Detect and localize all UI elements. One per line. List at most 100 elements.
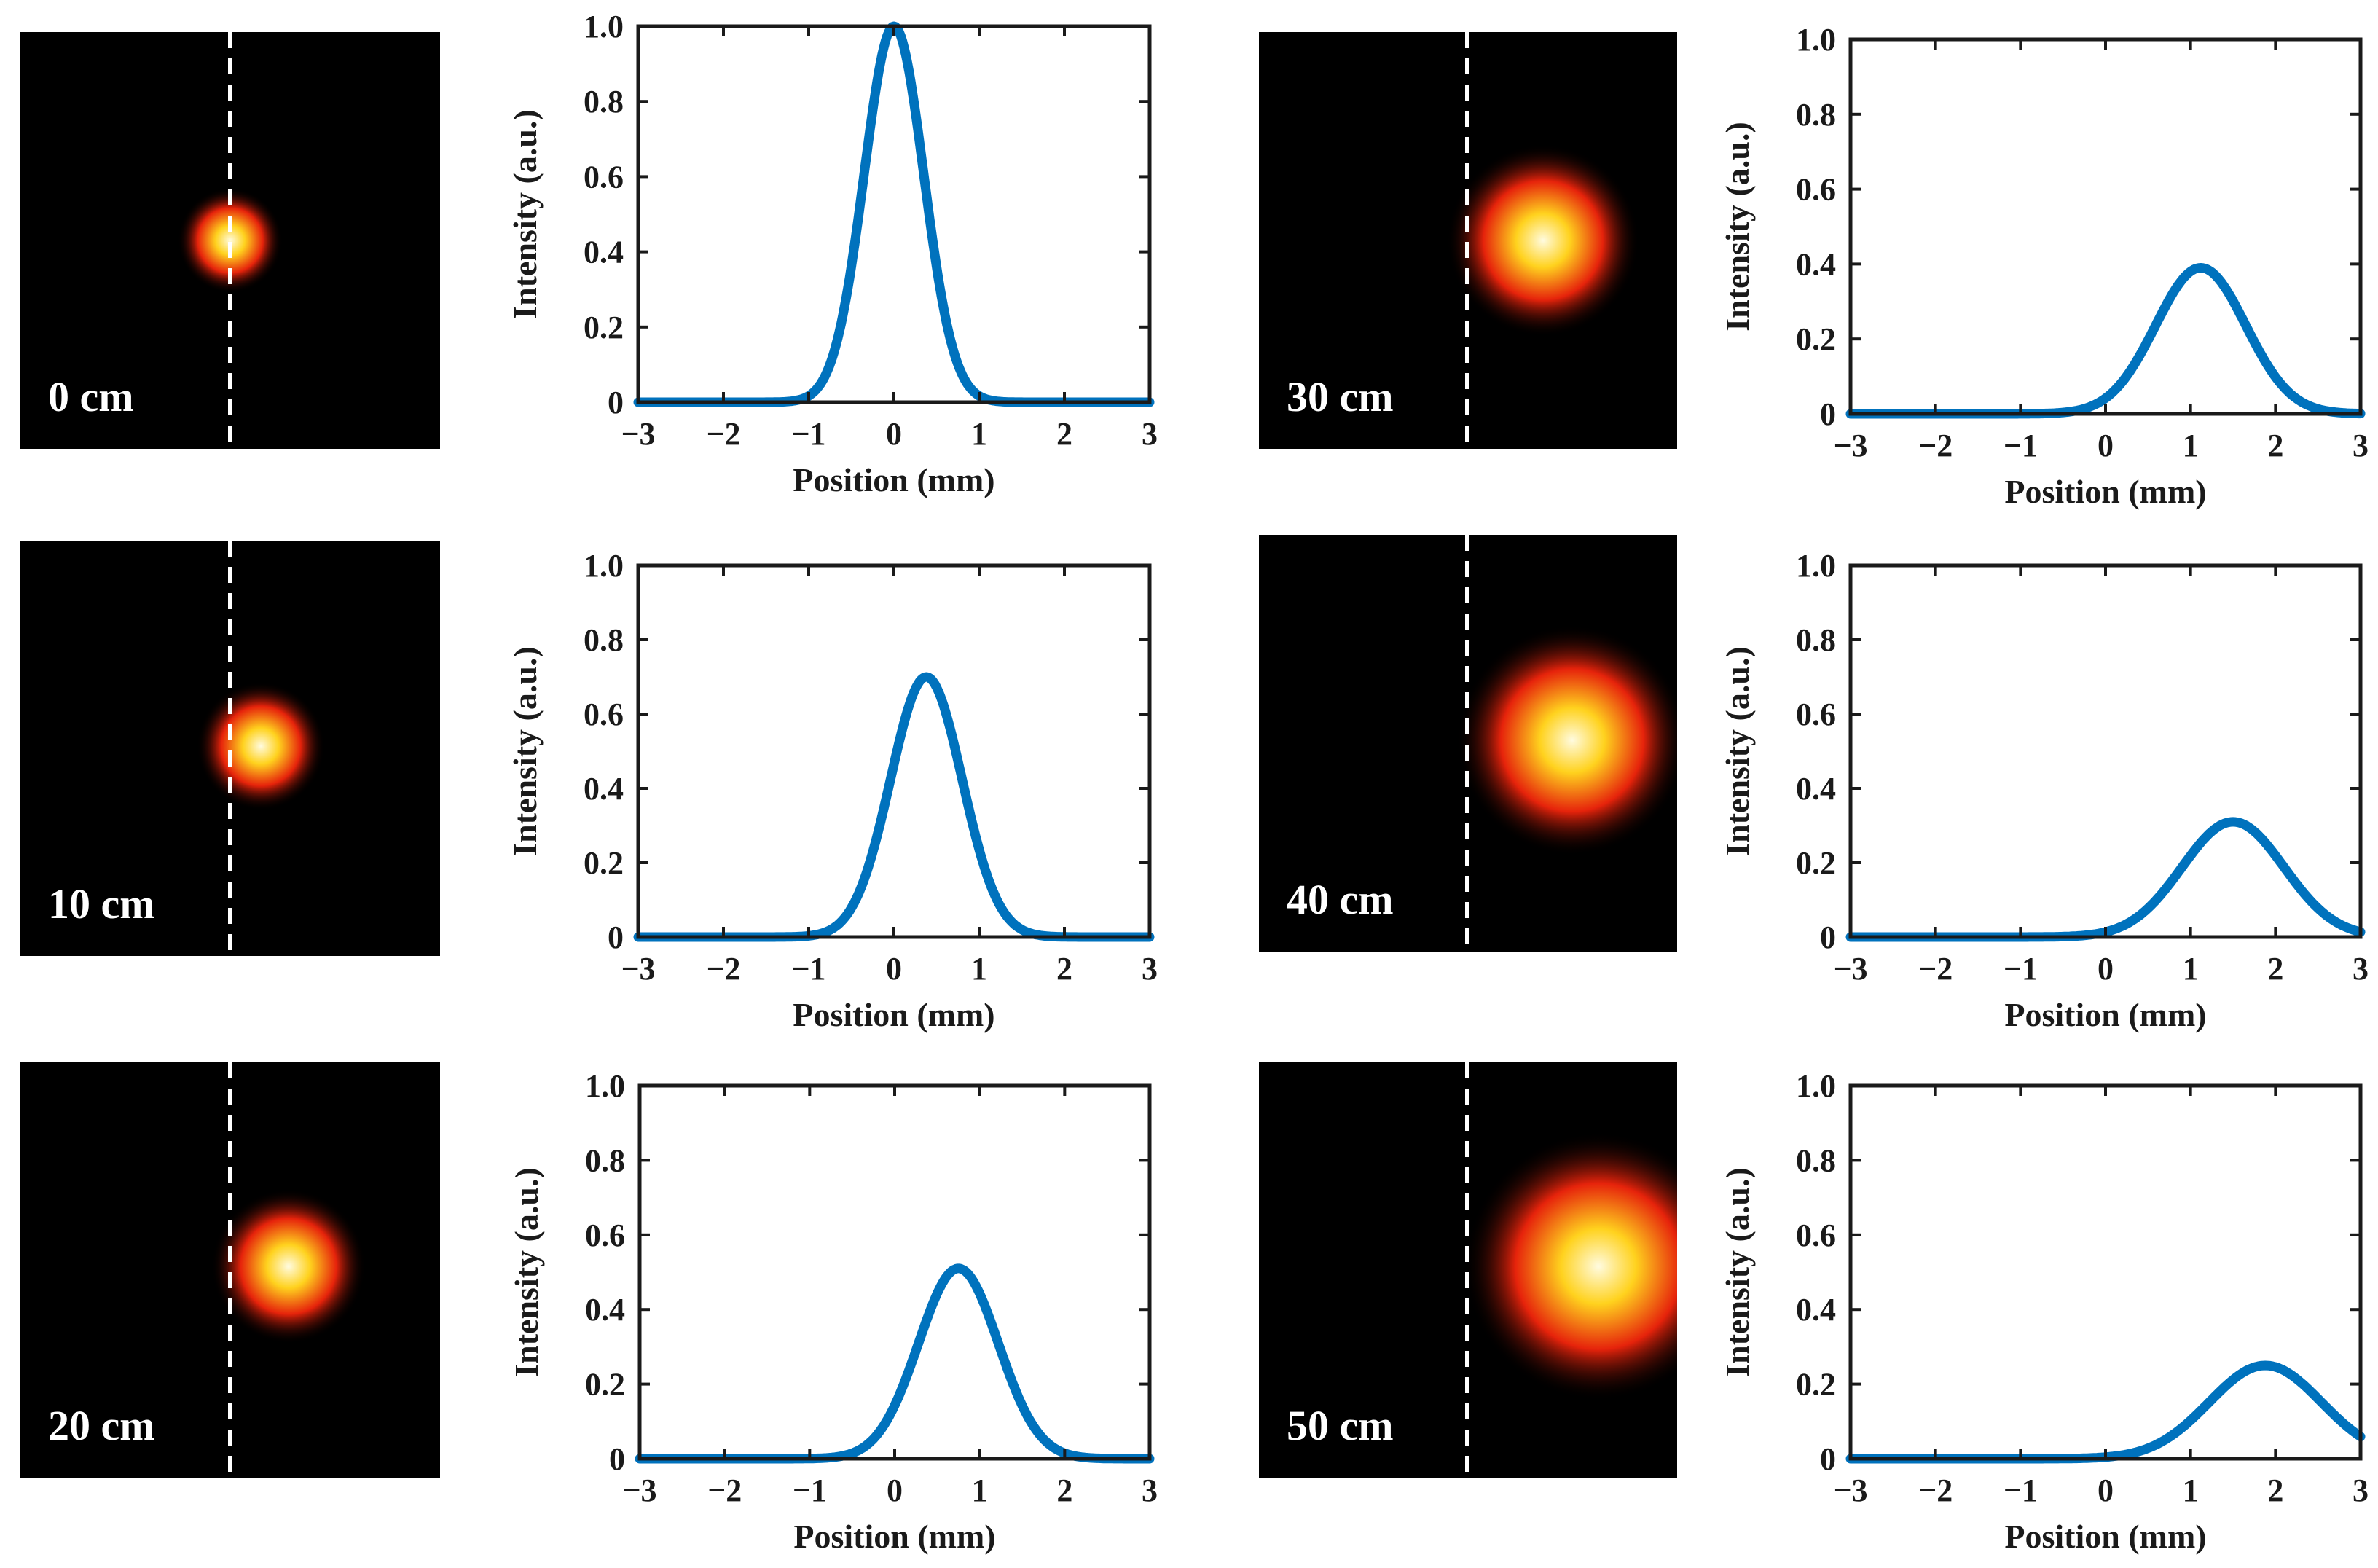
x-tick-label: 3 <box>1142 416 1158 452</box>
x-tick-label: 0 <box>2098 428 2114 463</box>
beam-image-0cm: 0 cm <box>20 32 440 449</box>
y-tick-label: 0 <box>608 920 624 955</box>
y-tick-label: 0.6 <box>1796 172 1836 208</box>
y-tick-label: 0 <box>609 1441 625 1477</box>
x-axis-label: Position (mm) <box>793 1518 995 1555</box>
y-tick-label: 1.0 <box>585 1068 625 1104</box>
intensity-plot-40cm: −3 −2 −1 0 1 2 3 0 0.2 0.4 0.6 0.8 1.0 Position (mm) I… <box>1719 548 2369 1033</box>
y-tick-label: 0.2 <box>1796 321 1836 357</box>
x-tick-label: −3 <box>1833 1473 1867 1508</box>
x-tick-label: −3 <box>1833 428 1867 463</box>
y-tick-label: 0.2 <box>584 310 624 345</box>
beam-image-50cm: 50 cm <box>1259 1062 1677 1478</box>
beam-spot <box>197 682 325 810</box>
intensity-curve <box>633 21 1155 407</box>
distance-label: 0 cm <box>48 373 134 420</box>
x-tick-label: 0 <box>2098 951 2114 987</box>
distance-label: 40 cm <box>1287 876 1394 923</box>
beam-spot <box>178 188 283 293</box>
y-tick-label: 0 <box>1820 1441 1836 1477</box>
x-tick-label: 2 <box>1056 951 1072 987</box>
intensity-plot-50cm: −3 −2 −1 0 1 2 3 0 0.2 0.4 0.6 0.8 1.0 Position (mm) I… <box>1719 1068 2369 1555</box>
y-tick-label: 0.6 <box>1796 1218 1836 1253</box>
plot-frame <box>1848 37 2363 416</box>
x-tick-label: 3 <box>2353 951 2369 987</box>
intensity-plot-20cm: −3 −2 −1 0 1 2 3 0 0.2 0.4 0.6 0.8 1.0 Position (mm) I… <box>508 1068 1158 1555</box>
beam-image-40cm: 40 cm <box>1259 535 1677 952</box>
x-tick-label: −1 <box>791 951 825 987</box>
y-tick-label: 0.4 <box>1796 246 1836 282</box>
y-tick-label: 1.0 <box>584 548 624 584</box>
y-tick-label: 0.8 <box>1796 622 1836 658</box>
distance-label: 10 cm <box>48 880 155 928</box>
y-tick-label: 0 <box>1820 920 1836 955</box>
intensity-plot-0cm: −3 −2 −1 0 1 2 3 0 0.2 0.4 0.6 0.8 1.0 Position (mm) I… <box>506 9 1158 498</box>
beam-spot <box>1464 1132 1677 1400</box>
x-tick-label: 0 <box>886 951 902 987</box>
x-tick-label: 2 <box>1056 416 1072 452</box>
y-tick-label: 0.8 <box>584 84 624 119</box>
intensity-curve <box>1845 1360 2366 1464</box>
y-tick-label: 0.8 <box>1796 1142 1836 1178</box>
x-tick-label: −3 <box>622 1473 656 1508</box>
x-axis-label: Position (mm) <box>2004 996 2206 1033</box>
x-tick-label: −1 <box>2004 1473 2038 1508</box>
beam-image-svg <box>1447 32 1639 449</box>
intensity-curve <box>633 672 1155 942</box>
beam-image-svg <box>1457 535 1677 952</box>
x-tick-label: 1 <box>2183 951 2199 987</box>
y-axis-label: Intensity (a.u.) <box>506 109 544 319</box>
y-tick-label: 0.6 <box>585 1218 625 1253</box>
beam-image-svg <box>1464 1062 1677 1478</box>
beam-image-svg <box>197 541 325 956</box>
x-tick-label: 1 <box>2183 428 2199 463</box>
beam-image-20cm: 20 cm <box>20 1062 440 1478</box>
x-tick-label: 2 <box>2267 951 2283 987</box>
intensity-curve <box>1845 263 2366 419</box>
x-tick-label: −2 <box>706 416 740 452</box>
beam-image-30cm: 30 cm <box>1259 32 1677 449</box>
x-tick-label: −2 <box>706 951 740 987</box>
x-tick-label: 0 <box>887 1473 903 1508</box>
y-tick-label: 0.8 <box>1796 97 1836 133</box>
x-tick-label: 1 <box>972 1473 988 1508</box>
x-tick-label: 0 <box>886 416 902 452</box>
y-tick-label: 0.2 <box>1796 845 1836 881</box>
y-tick-label: 1.0 <box>1796 22 1836 58</box>
y-tick-label: 0.6 <box>584 697 624 732</box>
x-tick-label: 1 <box>971 951 987 987</box>
beam-image-svg <box>178 32 283 449</box>
x-tick-label: 3 <box>2353 428 2369 463</box>
y-axis-label: Intensity (a.u.) <box>508 1167 545 1377</box>
beam-spot <box>211 1189 366 1344</box>
x-tick-label: −3 <box>621 416 655 452</box>
x-tick-label: 0 <box>2098 1473 2114 1508</box>
x-tick-label: 2 <box>2267 1473 2283 1508</box>
y-tick-label: 0.6 <box>584 159 624 195</box>
x-tick-label: −1 <box>791 416 825 452</box>
beam-spot <box>1457 625 1677 855</box>
intensity-curve <box>635 1263 1155 1464</box>
y-tick-label: 0.2 <box>584 845 624 881</box>
beam-image-svg <box>211 1062 366 1478</box>
plot-frame <box>1848 563 2363 939</box>
y-tick-label: 0.4 <box>585 1292 625 1328</box>
y-tick-label: 0 <box>1820 396 1836 432</box>
x-tick-label: 1 <box>971 416 987 452</box>
beam-spot <box>1447 144 1639 337</box>
x-tick-label: 1 <box>2183 1473 2199 1508</box>
y-tick-label: 0.2 <box>1796 1367 1836 1403</box>
y-tick-label: 0.8 <box>585 1142 625 1178</box>
y-tick-label: 0 <box>608 385 624 420</box>
x-tick-label: −1 <box>793 1473 827 1508</box>
y-axis-label: Intensity (a.u.) <box>1719 646 1756 856</box>
plot-frame <box>1848 1083 2363 1461</box>
y-tick-label: 0.4 <box>1796 771 1836 807</box>
x-tick-label: −1 <box>2004 428 2038 463</box>
y-tick-label: 1.0 <box>584 9 624 44</box>
x-tick-label: −2 <box>707 1473 742 1508</box>
x-tick-label: 2 <box>2267 428 2283 463</box>
x-axis-label: Position (mm) <box>2004 1518 2206 1555</box>
x-tick-label: 3 <box>1142 1473 1158 1508</box>
y-axis-label: Intensity (a.u.) <box>1719 122 1756 332</box>
